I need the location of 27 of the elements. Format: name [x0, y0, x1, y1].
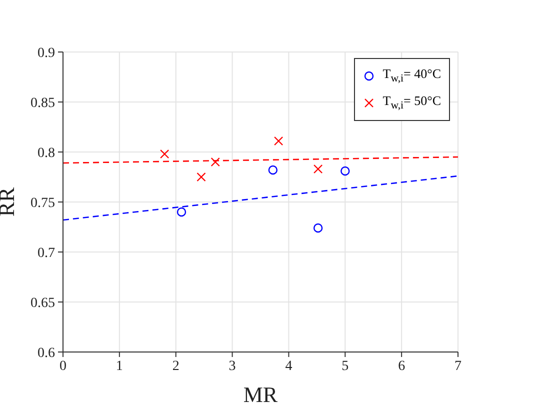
y-tick-label: 0.8	[38, 146, 55, 161]
y-tick-label: 0.6	[38, 346, 55, 361]
point	[160, 149, 170, 159]
point	[196, 172, 206, 182]
point	[313, 164, 323, 174]
point	[210, 157, 220, 167]
point	[340, 166, 350, 176]
y-tick-label: 0.9	[38, 46, 55, 61]
point	[313, 223, 323, 233]
x-tick-label: 1	[116, 358, 123, 374]
x-tick-label: 0	[60, 358, 66, 374]
x-tick-label: 7	[454, 358, 462, 374]
point	[274, 136, 284, 146]
legend-label: T$_{w,i}$= 50°C	[382, 92, 441, 114]
y-tick-label: 0.65	[30, 296, 55, 311]
x-tick-label: 4	[285, 358, 292, 374]
y-tick-label: 0.85	[30, 96, 55, 111]
x-axis-title: MR	[243, 382, 278, 407]
x-tick-label: 2	[172, 358, 180, 374]
point	[268, 165, 278, 175]
x-tick-label: 5	[342, 358, 349, 374]
x-tick-label: 3	[228, 358, 236, 374]
y-tick-label: 0.75	[30, 196, 55, 211]
legend-label: T$_{w,i}$= 40°C	[382, 65, 441, 87]
point	[176, 207, 186, 217]
y-tick-label: 0.7	[38, 246, 55, 261]
x-tick-label: 6	[398, 358, 406, 374]
